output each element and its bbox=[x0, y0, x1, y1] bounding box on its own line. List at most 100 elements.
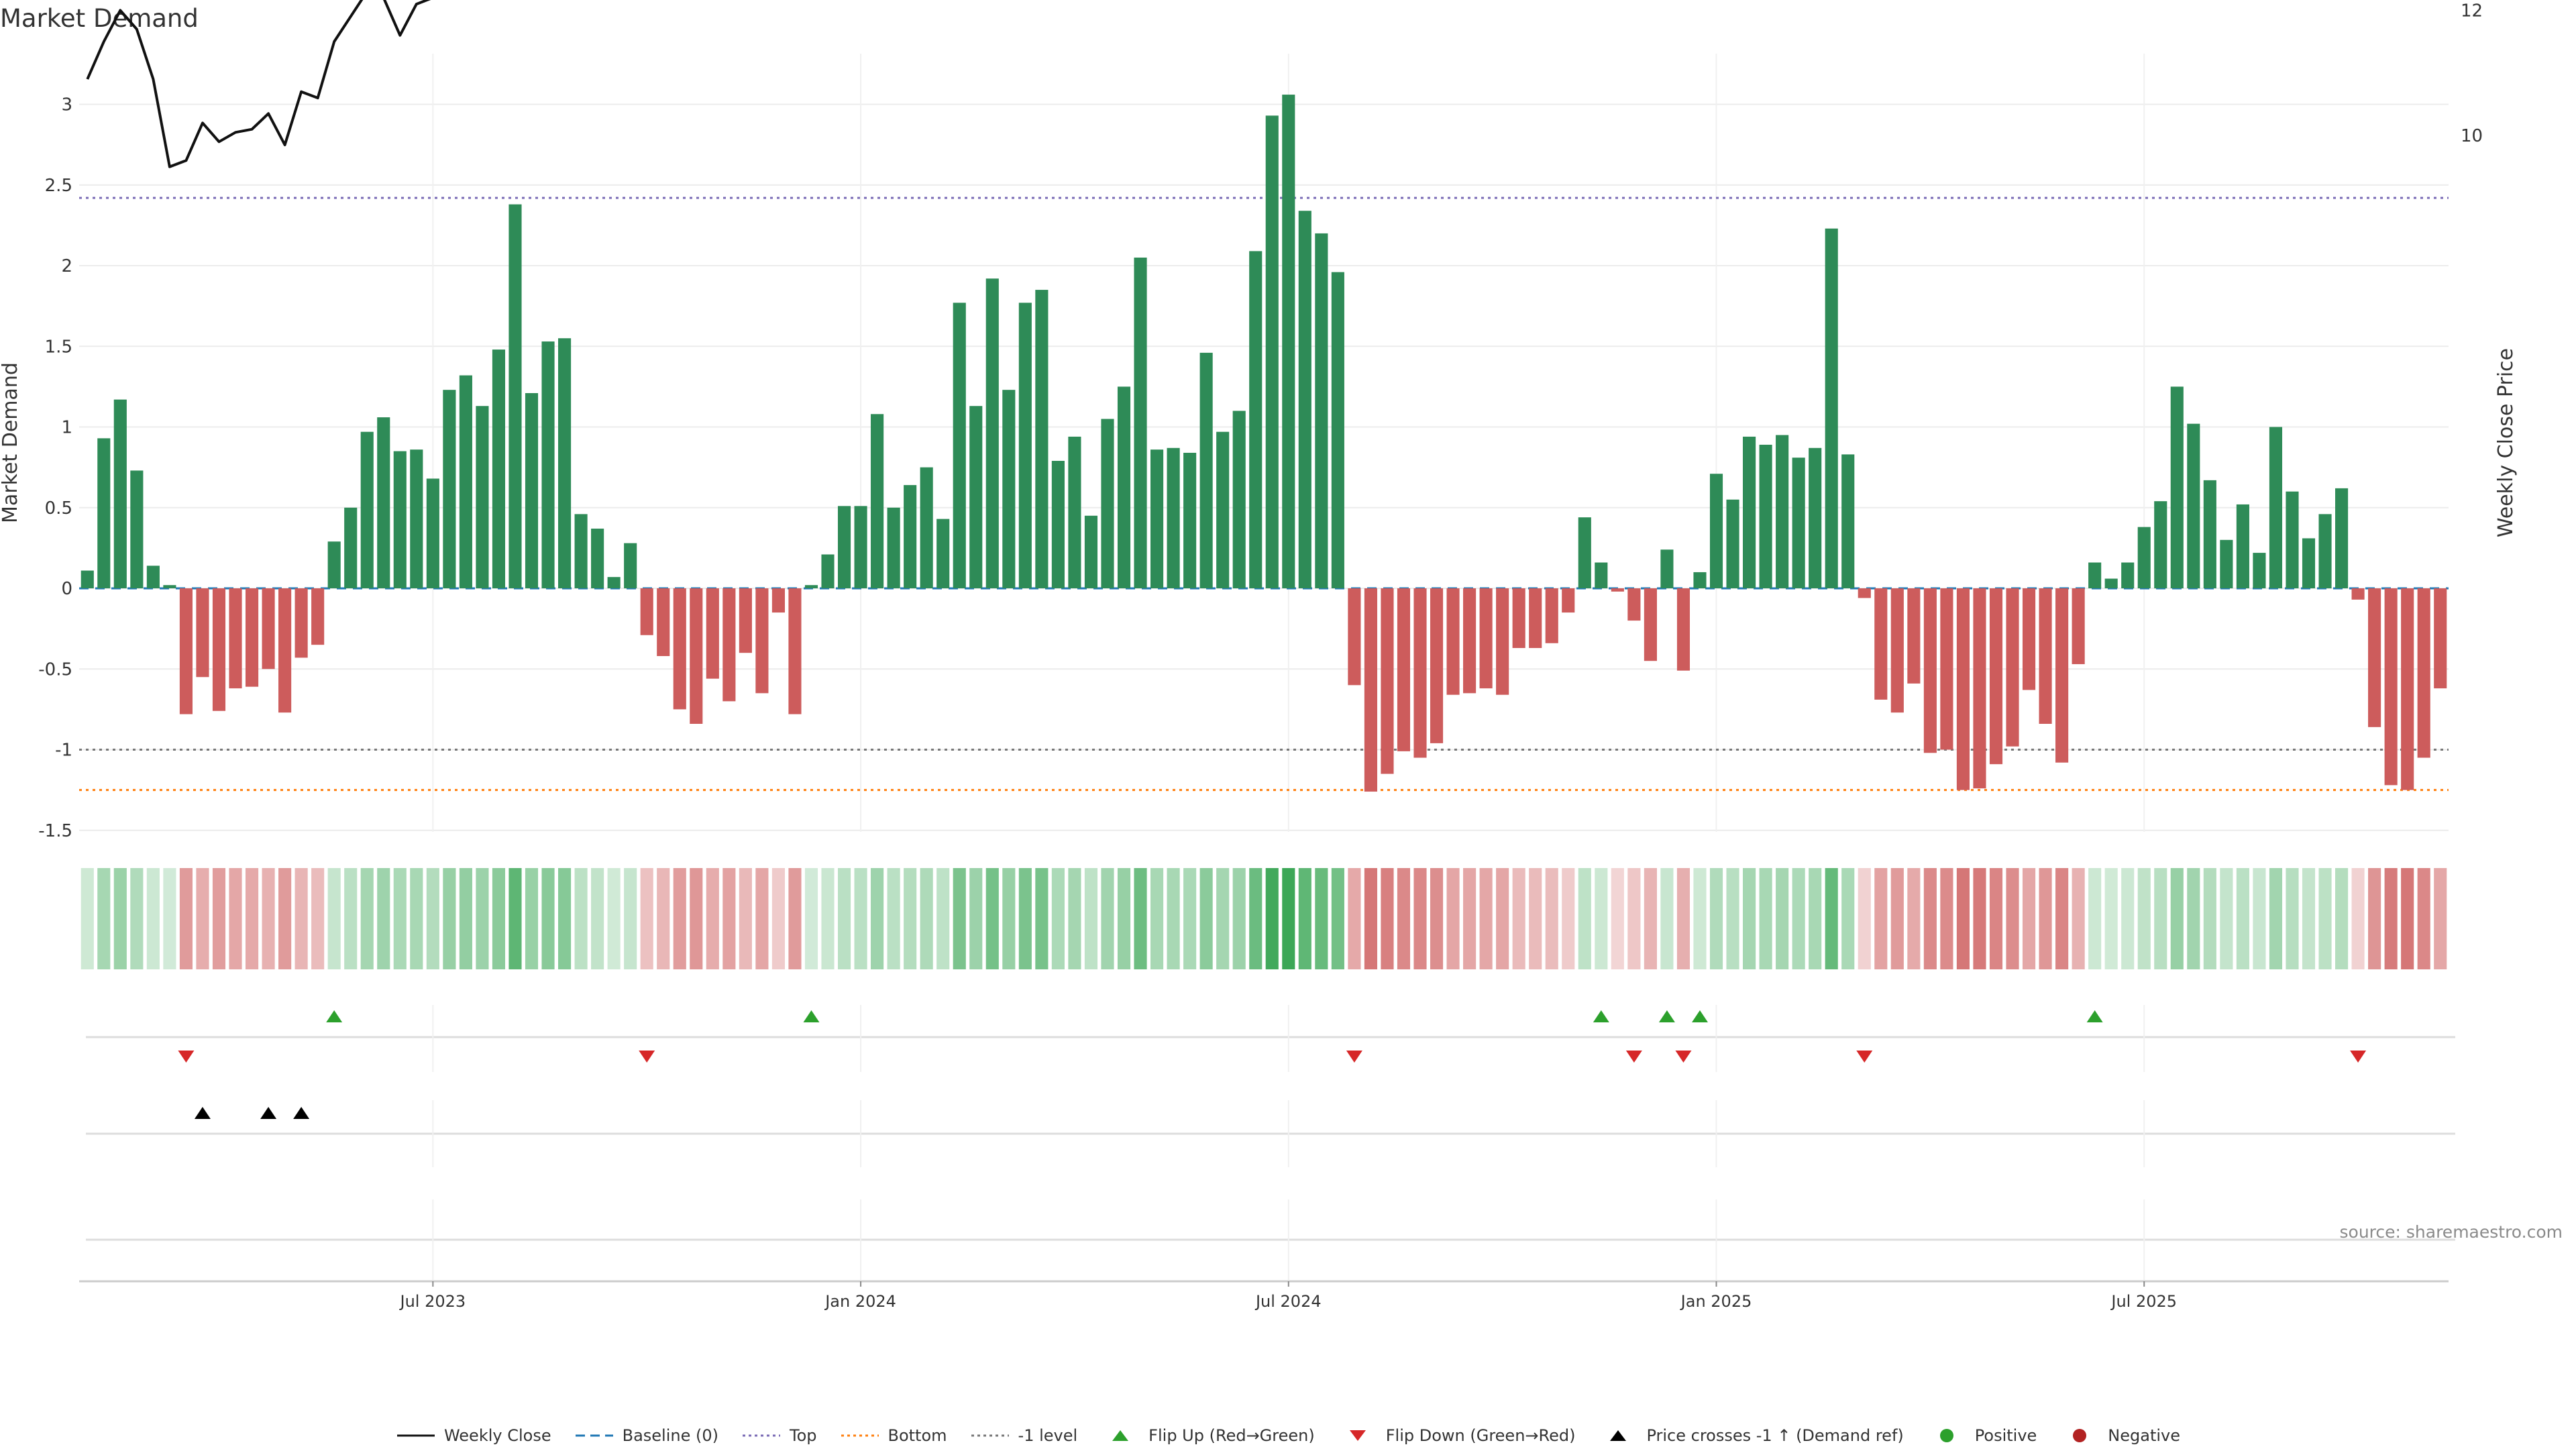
flip-markers-panel bbox=[86, 1005, 2455, 1072]
heat-cell bbox=[344, 868, 358, 969]
heat-cell bbox=[1216, 868, 1230, 969]
legend-item: Price crosses -1 ↑ (Demand ref) bbox=[1598, 1426, 1904, 1445]
heat-cell bbox=[476, 868, 489, 969]
flip-up-marker bbox=[803, 1010, 820, 1022]
heat-cell bbox=[2039, 868, 2052, 969]
demand-bar bbox=[1545, 588, 1558, 643]
heat-cell bbox=[2220, 868, 2233, 969]
flip-down-marker bbox=[639, 1051, 655, 1063]
reference-lines bbox=[79, 197, 2449, 792]
heat-cell bbox=[854, 868, 867, 969]
legend-swatch bbox=[743, 1434, 780, 1437]
y-left-tick-label: -1 bbox=[55, 741, 72, 761]
demand-bar bbox=[2104, 578, 2118, 588]
heat-cell bbox=[1595, 868, 1608, 969]
heat-cell bbox=[1841, 868, 1855, 969]
price-cross-marker bbox=[194, 1107, 211, 1119]
y-left-tick-label: 2.5 bbox=[45, 176, 72, 196]
demand-bar bbox=[212, 588, 226, 711]
heat-cell bbox=[1167, 868, 1180, 969]
heat-cell bbox=[1676, 868, 1690, 969]
demand-bar bbox=[410, 449, 423, 588]
demand-bar bbox=[1841, 454, 1855, 588]
demand-bar bbox=[2055, 588, 2069, 763]
demand-bar bbox=[245, 588, 259, 687]
heat-cell bbox=[2154, 868, 2167, 969]
heat-cell bbox=[920, 868, 933, 969]
demand-bar bbox=[443, 390, 456, 588]
heat-cell bbox=[1956, 868, 1970, 969]
demand-bar bbox=[2203, 480, 2216, 588]
heat-cell bbox=[2022, 868, 2036, 969]
flip-down-marker bbox=[1625, 1051, 1642, 1063]
y-left-tick-label: -0.5 bbox=[38, 659, 72, 680]
demand-bar bbox=[80, 570, 94, 588]
demand-bars bbox=[80, 95, 2447, 792]
heat-cell bbox=[1117, 868, 1131, 969]
legend-swatch bbox=[841, 1434, 879, 1437]
x-axis: Jul 2023 Jan 2024 Jul 2024 Jan 2025 Jul 2025 bbox=[79, 1280, 2449, 1311]
heat-cell bbox=[2351, 868, 2365, 969]
heat-cell bbox=[2104, 868, 2118, 969]
demand-bar bbox=[1084, 515, 1098, 588]
heat-cell bbox=[262, 868, 275, 969]
demand-bar bbox=[706, 588, 719, 679]
heat-cell bbox=[1907, 868, 1921, 969]
heat-cell bbox=[294, 868, 308, 969]
price-cross-marker bbox=[293, 1107, 310, 1119]
demand-bar bbox=[2286, 491, 2299, 588]
heat-cell bbox=[1298, 868, 1311, 969]
legend-item: Positive bbox=[1927, 1426, 2037, 1445]
heat-cell bbox=[969, 868, 983, 969]
price-line bbox=[86, 0, 431, 168]
demand-bar bbox=[1940, 588, 1953, 750]
grid-lines bbox=[79, 54, 2449, 832]
demand-bar bbox=[1216, 431, 1230, 588]
heat-cell bbox=[541, 868, 555, 969]
demand-bar bbox=[2434, 588, 2447, 689]
demand-bar bbox=[541, 341, 555, 588]
heat-cell bbox=[1874, 868, 1888, 969]
demand-bar bbox=[1956, 588, 1970, 790]
demand-bar bbox=[1644, 588, 1657, 661]
demand-bar bbox=[1825, 228, 1838, 588]
legend-dot bbox=[1939, 1429, 1953, 1442]
heat-cell bbox=[146, 868, 160, 969]
heat-cell bbox=[1776, 868, 1789, 969]
legend-swatch bbox=[1610, 1430, 1627, 1441]
flip-up-marker bbox=[1691, 1010, 1708, 1022]
heat-cell bbox=[2121, 868, 2135, 969]
heat-cell bbox=[706, 868, 719, 969]
heat-cell bbox=[574, 868, 588, 969]
demand-bar bbox=[2269, 427, 2283, 588]
heat-cell bbox=[1709, 868, 1723, 969]
heat-cell bbox=[1578, 868, 1591, 969]
demand-bar bbox=[755, 588, 769, 694]
heat-cell bbox=[113, 868, 127, 969]
demand-bar bbox=[525, 392, 539, 588]
demand-bar bbox=[1183, 452, 1197, 588]
demand-bar bbox=[1578, 517, 1591, 588]
demand-bar bbox=[2006, 588, 2019, 747]
demand-bar bbox=[1430, 588, 1444, 743]
y-right-tick-label: 12 bbox=[2461, 1, 2483, 21]
demand-bar bbox=[1512, 588, 1525, 648]
heat-cell bbox=[887, 868, 900, 969]
x-tick-label: Jul 2023 bbox=[399, 1292, 466, 1311]
heat-cell bbox=[1512, 868, 1525, 969]
demand-bar bbox=[2154, 501, 2167, 588]
heat-cell bbox=[1249, 868, 1263, 969]
heat-cell bbox=[1068, 868, 1081, 969]
demand-bar bbox=[393, 451, 407, 588]
demand-bar bbox=[1792, 458, 1805, 588]
demand-bar bbox=[1101, 419, 1114, 588]
heat-cell bbox=[2384, 868, 2398, 969]
heat-cell bbox=[1018, 868, 1032, 969]
heat-cell bbox=[2302, 868, 2316, 969]
heat-cell bbox=[508, 868, 522, 969]
demand-bar bbox=[771, 588, 785, 613]
demand-bar bbox=[2368, 588, 2381, 727]
y-left-tick-label: 2 bbox=[61, 256, 72, 276]
flip-down-marker bbox=[2350, 1051, 2367, 1063]
heat-cell bbox=[2269, 868, 2283, 969]
